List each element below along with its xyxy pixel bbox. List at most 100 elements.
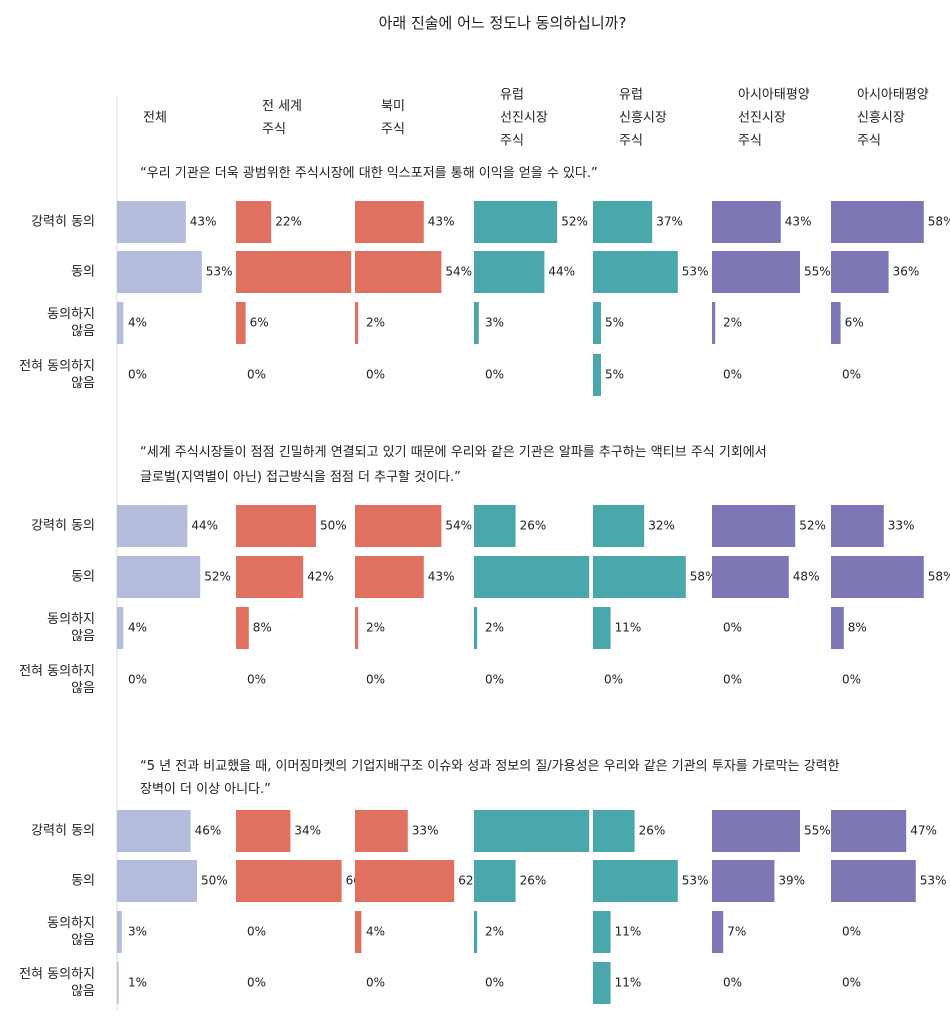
bar (474, 251, 545, 293)
column-header: 아시아태평양 신흥시장 주식 (857, 87, 929, 149)
value-label: 43% (190, 215, 217, 229)
value-label: 0% (485, 673, 504, 687)
value-label: 36% (893, 265, 920, 279)
bar (474, 505, 516, 547)
value-label: 0% (842, 925, 861, 939)
value-label: 37% (656, 215, 683, 229)
column-header: 전 세계 주식 (262, 99, 303, 137)
value-label: 39% (778, 874, 805, 888)
bar (355, 251, 442, 293)
value-label: 43% (428, 215, 455, 229)
row-label: 강력히 동의 (31, 214, 95, 230)
value-label: 5% (605, 316, 624, 330)
bar (236, 505, 316, 547)
bar (593, 911, 611, 953)
row-label: 동의하지 않음 (47, 612, 95, 644)
bar (593, 354, 601, 396)
value-label: 3% (485, 316, 504, 330)
row-label: 동의하지 않음 (47, 916, 95, 948)
value-label: 58% (928, 570, 950, 584)
row-label: 동의 (71, 873, 95, 889)
bar (831, 556, 924, 598)
value-label: 0% (247, 976, 266, 990)
bar (474, 911, 478, 953)
bar (593, 810, 635, 852)
value-label: 8% (848, 621, 867, 635)
bar (593, 251, 678, 293)
value-label: 32% (648, 519, 675, 533)
value-label: 11% (615, 925, 642, 939)
value-label: 2% (366, 621, 385, 635)
row-label: 동의하지 않음 (47, 307, 95, 339)
bar (593, 860, 678, 902)
value-label: 4% (128, 621, 147, 635)
value-label: 0% (842, 976, 861, 990)
value-label: 47% (910, 824, 937, 838)
value-label: 58% (928, 215, 950, 229)
bar (593, 607, 611, 649)
bar (117, 251, 202, 293)
bar (474, 302, 479, 344)
bar (117, 962, 119, 1004)
row-label: 동의 (71, 569, 95, 585)
value-label: 43% (785, 215, 812, 229)
bar (474, 810, 590, 852)
value-label: 0% (128, 368, 147, 382)
value-label: 2% (485, 621, 504, 635)
value-label: 0% (723, 621, 742, 635)
column-header: 유럽 선진시장 주식 (500, 87, 548, 149)
value-label: 4% (366, 925, 385, 939)
bar (831, 505, 884, 547)
bar (117, 810, 191, 852)
value-label: 34% (294, 824, 321, 838)
value-label: 58% (690, 570, 717, 584)
value-label: 52% (204, 570, 231, 584)
value-label: 5% (605, 368, 624, 382)
column-header: 북미 주식 (381, 99, 405, 137)
value-label: 22% (275, 215, 302, 229)
value-label: 54% (445, 265, 472, 279)
row-label: 강력히 동의 (31, 823, 95, 839)
value-label: 43% (428, 570, 455, 584)
bar (831, 302, 841, 344)
value-label: 53% (682, 874, 709, 888)
value-label: 0% (366, 976, 385, 990)
bar (355, 860, 455, 902)
value-label: 52% (561, 215, 588, 229)
column-header: 유럽 신흥시장 주식 (619, 87, 667, 149)
bar (831, 810, 907, 852)
bar (117, 201, 186, 243)
value-label: 55% (804, 824, 831, 838)
bar (593, 962, 611, 1004)
bar (117, 860, 197, 902)
bar (712, 911, 724, 953)
value-label: 33% (888, 519, 915, 533)
bar (355, 505, 442, 547)
value-label: 8% (253, 621, 272, 635)
value-label: 55% (804, 265, 831, 279)
bar (236, 251, 352, 293)
bar (355, 607, 359, 649)
value-label: 44% (548, 265, 575, 279)
chart-title: 아래 진술에 어느 정도나 동의하십니까? (378, 14, 627, 32)
bar (117, 302, 124, 344)
row-label: 전혀 동의하지 않음 (19, 967, 95, 999)
value-label: 6% (250, 316, 269, 330)
bar (474, 556, 590, 598)
value-label: 53% (682, 265, 709, 279)
bar (712, 860, 775, 902)
value-label: 2% (485, 925, 504, 939)
value-label: 42% (307, 570, 334, 584)
bar (593, 302, 601, 344)
value-label: 54% (445, 519, 472, 533)
value-label: 0% (128, 673, 147, 687)
value-label: 0% (485, 368, 504, 382)
value-label: 0% (366, 368, 385, 382)
statement: “5 년 전과 비교했을 때, 이머징마켓의 기업지배구조 이슈와 성과 정보의… (140, 759, 840, 797)
bar (712, 556, 789, 598)
bar (593, 505, 645, 547)
value-label: 50% (320, 519, 347, 533)
value-label: 26% (639, 824, 666, 838)
value-label: 6% (845, 316, 864, 330)
